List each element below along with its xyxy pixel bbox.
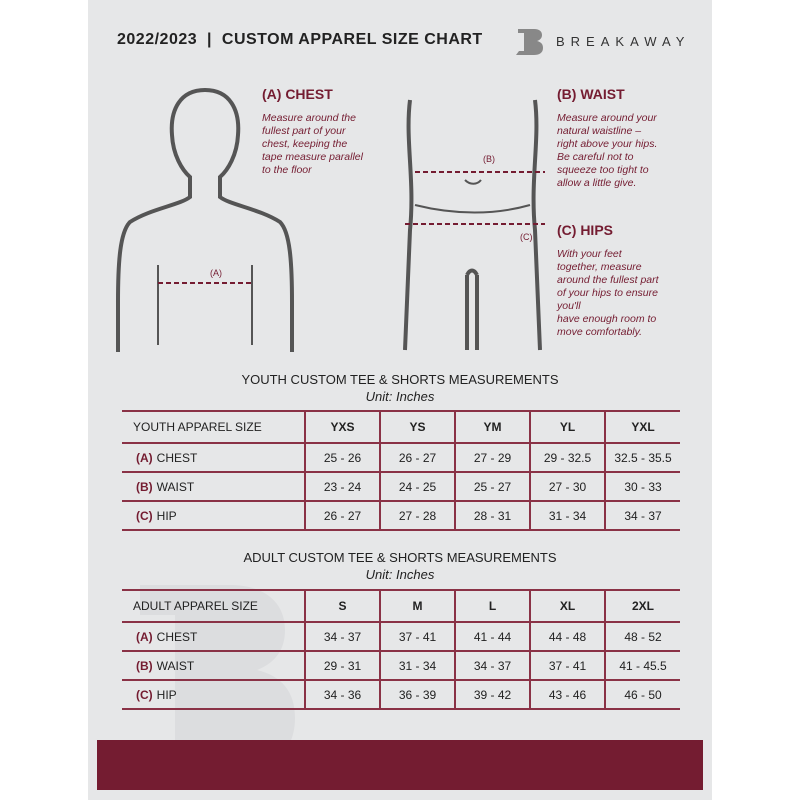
page-title: 2022/2023 | CUSTOM APPAREL SIZE CHART [117,31,483,48]
measure-label: CHEST [156,450,198,465]
table-cell: 25 - 27 [454,471,530,502]
table-cell: 37 - 41 [379,621,455,652]
table-row: (A) CHEST 34 - 37 37 - 41 41 - 44 44 - 48 48 -… [122,621,680,652]
row-label-cell: (A) CHEST [122,621,305,652]
youth-unit: Unit: Inches [365,389,435,404]
hips-marker: (C) [520,232,533,242]
youth-table-title: YOUTH CUSTOM TEE & SHORTS MEASUREMENTS [241,372,559,387]
table-cell: 31 - 34 [379,650,455,681]
breakaway-logo-icon [516,29,543,55]
table-row: (A) CHEST 25 - 26 26 - 27 27 - 29 29 - 32.5 32… [122,442,680,473]
hips-heading: (C) HIPS [557,222,613,238]
chest-heading: (A) CHEST [262,86,333,102]
table-cell: 39 - 42 [454,679,530,710]
row-label-cell: ADULT APPAREL SIZE [122,589,305,623]
table-cell: 29 - 31 [304,650,380,681]
table-cell: 43 - 46 [529,679,605,710]
table-cell: 48 - 52 [604,621,680,652]
waist-marker: (B) [483,154,495,164]
table-cell: 2XL [604,589,680,623]
table-cell: L [454,589,530,623]
row-label-cell: (B) WAIST [122,471,305,502]
table-cell: 41 - 45.5 [604,650,680,681]
adult-unit: Unit: Inches [365,567,435,582]
row-label-cell: (B) WAIST [122,650,305,681]
row-label-cell: YOUTH APPAREL SIZE [122,410,305,444]
upper-body-illustration [116,88,294,352]
measure-tag: (A) [136,450,153,465]
table-cell: M [379,589,455,623]
table-cell: 27 - 29 [454,442,530,473]
table-cell: YM [454,410,530,444]
table-cell: XL [529,589,605,623]
measure-label: WAIST [156,479,195,494]
measure-tag: (B) [136,658,153,673]
table-header-row: YOUTH APPAREL SIZE YXS YS YM YL YXL [122,410,680,444]
table-row: (C) HIP 26 - 27 27 - 28 28 - 31 31 - 34 34 - 3… [122,500,680,531]
table-cell: 30 - 33 [604,471,680,502]
table-cell: 34 - 37 [304,621,380,652]
table-cell: 34 - 37 [454,650,530,681]
table-cell: YXL [604,410,680,444]
table-row: (C) HIP 34 - 36 36 - 39 39 - 42 43 - 46 46 - 5… [122,679,680,710]
table-cell: 25 - 26 [304,442,380,473]
table-row: (B) WAIST 23 - 24 24 - 25 25 - 27 27 - 30 30 -… [122,471,680,502]
table-cell: YS [379,410,455,444]
table-cell: 41 - 44 [454,621,530,652]
table-cell: 26 - 27 [379,442,455,473]
brand-name: BREAKAWAY [556,34,691,49]
table-cell: 34 - 37 [604,500,680,531]
table-cell: 34 - 36 [304,679,380,710]
table-header-row: ADULT APPAREL SIZE S M L XL 2XL [122,589,680,623]
lower-body-illustration [403,99,545,351]
measure-label: WAIST [156,658,195,673]
youth-size-table: YOUTH APPAREL SIZE YXS YS YM YL YXL (A) CHEST 2… [122,410,680,531]
adult-table-title: ADULT CUSTOM TEE & SHORTS MEASUREMENTS [243,550,557,565]
footer-band [97,740,703,790]
waist-description: Measure around your natural waistline – ri… [557,112,658,189]
measure-label: HIP [156,687,177,702]
table-cell: 46 - 50 [604,679,680,710]
chest-description: Measure around the fullest part of your ch… [262,112,363,176]
table-cell: 27 - 28 [379,500,455,531]
row-label-cell: (C) HIP [122,679,305,710]
adult-size-table: ADULT APPAREL SIZE S M L XL 2XL (A) CHEST 34 - … [122,589,680,710]
table-cell: 37 - 41 [529,650,605,681]
table-cell: 36 - 39 [379,679,455,710]
hips-description: With your feet together, measure around th… [557,248,659,338]
table-cell: YXS [304,410,380,444]
table-cell: 27 - 30 [529,471,605,502]
waist-heading: (B) WAIST [557,86,625,102]
table-cell: 24 - 25 [379,471,455,502]
table-cell: 23 - 24 [304,471,380,502]
measure-tag: (B) [136,479,153,494]
measure-label: CHEST [156,629,198,644]
table-cell: 29 - 32.5 [529,442,605,473]
measure-tag: (C) [136,687,153,702]
table-row: (B) WAIST 29 - 31 31 - 34 34 - 37 37 - 41 41 -… [122,650,680,681]
chest-marker: (A) [210,268,222,278]
table-cell: S [304,589,380,623]
measure-tag: (A) [136,629,153,644]
table-cell: YL [529,410,605,444]
table-cell: 26 - 27 [304,500,380,531]
table-cell: 31 - 34 [529,500,605,531]
measure-tag: (C) [136,508,153,523]
table-cell: 32.5 - 35.5 [604,442,680,473]
measure-label: HIP [156,508,177,523]
row-label-cell: (C) HIP [122,500,305,531]
table-cell: 44 - 48 [529,621,605,652]
table-cell: 28 - 31 [454,500,530,531]
row-label-cell: (A) CHEST [122,442,305,473]
